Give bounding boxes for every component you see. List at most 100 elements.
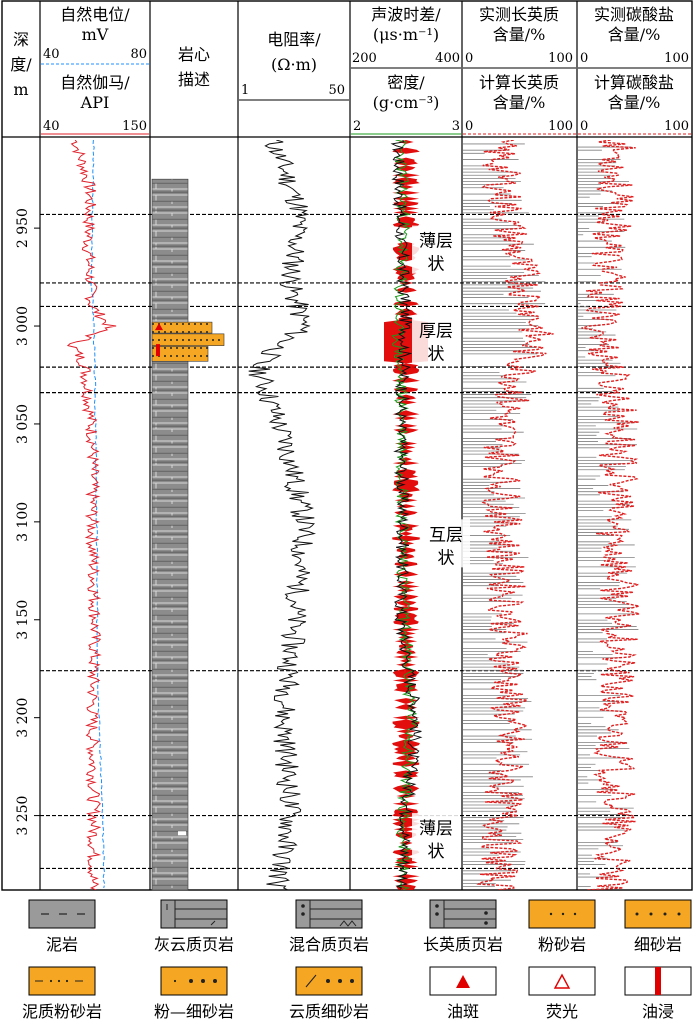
sp-curve — [90, 140, 106, 889]
carbonate-measured-min: 0 — [580, 51, 588, 66]
log-frame — [1, 0, 693, 891]
depth-tick-label: 3 150 — [15, 600, 31, 640]
depth-tick-label: 3 200 — [15, 698, 31, 738]
legend-swatch — [160, 899, 228, 929]
legend-dot — [213, 979, 217, 983]
legend-dot — [635, 912, 639, 916]
felsic-measured-max: 100 — [548, 51, 573, 66]
oil-spot-icon — [155, 323, 163, 331]
depth-axis: 2 950 3 000 3 050 3 100 3 150 3 200 3 250 — [15, 208, 40, 836]
legend-label: 油浸 — [642, 1002, 674, 1021]
legend-dot — [338, 979, 342, 983]
depth-tick-label: 3 000 — [15, 306, 31, 346]
oil-immersion-icon — [655, 967, 661, 995]
density-curve — [391, 140, 419, 890]
felsic-calc-title: 含量/% — [493, 93, 546, 112]
carbonate-measured-title: 含量/% — [608, 25, 661, 44]
ac-range-min: 200 — [352, 51, 377, 66]
carbonate-calc-curve — [581, 140, 640, 890]
legend-dot — [484, 921, 488, 925]
legend-item-oil-spot: 油斑 — [429, 966, 497, 1021]
gr-curve — [66, 140, 117, 890]
legend-mark — [210, 920, 216, 926]
legend-dot — [173, 979, 177, 983]
den-range-max: 3 — [452, 119, 460, 134]
felsic-measured-min: 0 — [465, 51, 473, 66]
felsic-calc-min: 0 — [465, 119, 473, 134]
legend-item-lime-dolomitic-shale: 灰云质页岩 — [154, 899, 234, 954]
zone-annotation: 互层 — [429, 525, 463, 545]
annotation-bg — [412, 315, 460, 364]
zone-boundaries — [40, 213, 692, 870]
legend-item-fluorescence: 荧光 — [528, 966, 596, 1021]
zone-annotation: 厚层 — [419, 322, 453, 342]
carbonate-calc-title: 含量/% — [608, 93, 661, 112]
legend-item-oil-immersion: 油浸 — [624, 966, 692, 1021]
legend-item-fine-sandstone: 细砂岩 — [624, 899, 692, 954]
annotation-bg — [422, 519, 470, 568]
ac-range-max: 400 — [435, 51, 460, 66]
sp-title: mV — [82, 25, 109, 44]
carbonate-measured-title: 实测碳酸盐 — [594, 5, 674, 24]
rt-range-min: 1 — [241, 83, 249, 98]
rt-range-max: 50 — [328, 83, 345, 98]
legend-label: 泥岩 — [46, 935, 78, 954]
carbonate-calc-title: 计算碳酸盐 — [594, 73, 674, 92]
legend-dot — [663, 912, 667, 916]
legend-slash — [305, 974, 317, 988]
annotation-bg — [412, 225, 460, 274]
legend-dot — [326, 979, 330, 983]
legend-dot — [649, 912, 653, 916]
depth-header: m — [13, 80, 28, 99]
legend-item-argillaceous-siltstone: 泥质粉砂岩 — [22, 966, 102, 1021]
core-sand-bed — [151, 346, 209, 362]
sp-range-max: 80 — [130, 47, 147, 62]
legend-swatch — [160, 966, 228, 996]
legend-dot — [189, 979, 193, 983]
carbonate-calc-min: 0 — [580, 119, 588, 134]
legend-item-dolomitic-fine-sandstone: 云质细砂岩 — [289, 966, 369, 1021]
gr-title: 自然伽马/ — [60, 73, 130, 92]
legend-dot — [65, 979, 69, 983]
legend-item-siltstone: 粉砂岩 — [528, 899, 596, 954]
legend-label: 粉—细砂岩 — [154, 1002, 234, 1021]
legend-dot — [561, 912, 565, 916]
zone-annotation: 状 — [428, 842, 445, 862]
sp-range-min: 40 — [43, 47, 60, 62]
den-title: (g·cm⁻³) — [373, 93, 440, 112]
depth-tick-label: 3 100 — [15, 502, 31, 542]
core-gap — [178, 831, 186, 836]
legend-label: 灰云质页岩 — [154, 935, 234, 954]
gr-title: API — [80, 93, 110, 112]
rt-title: (Ω·m) — [271, 55, 317, 74]
legend-mark — [339, 920, 357, 927]
felsic-calc-title: 计算长英质 — [479, 73, 559, 92]
legend-dot — [549, 912, 553, 916]
legend-dot — [49, 979, 53, 983]
legend-label: 油斑 — [447, 1002, 479, 1021]
zone-annotation: 状 — [438, 548, 455, 568]
legend-label: 云质细砂岩 — [289, 1002, 369, 1021]
depth-tick-label: 3 050 — [15, 404, 31, 444]
fluorescence-icon — [553, 973, 571, 989]
core-description-column — [151, 178, 225, 891]
legend-dot — [57, 979, 61, 983]
zone-annotation: 薄层 — [419, 232, 453, 252]
legend-swatch — [624, 899, 692, 929]
core-header: 岩心 — [178, 45, 210, 64]
core-header: 描述 — [178, 70, 210, 89]
legend-dot — [677, 912, 681, 916]
zone-annotation: 状 — [428, 255, 445, 275]
legend-label: 混合质页岩 — [289, 935, 369, 954]
oil-immersion-icon — [156, 344, 160, 357]
resistivity-curve — [248, 140, 316, 890]
legend-dot — [573, 912, 577, 916]
legend-item-mudstone: 泥岩 — [28, 899, 96, 954]
acoustic-curve — [390, 140, 423, 890]
felsic-calc-max: 100 — [548, 119, 573, 134]
ac-title: 声波时差/ — [371, 5, 441, 24]
legend-item-silty-fine-sandstone: 粉—细砂岩 — [154, 966, 234, 1021]
